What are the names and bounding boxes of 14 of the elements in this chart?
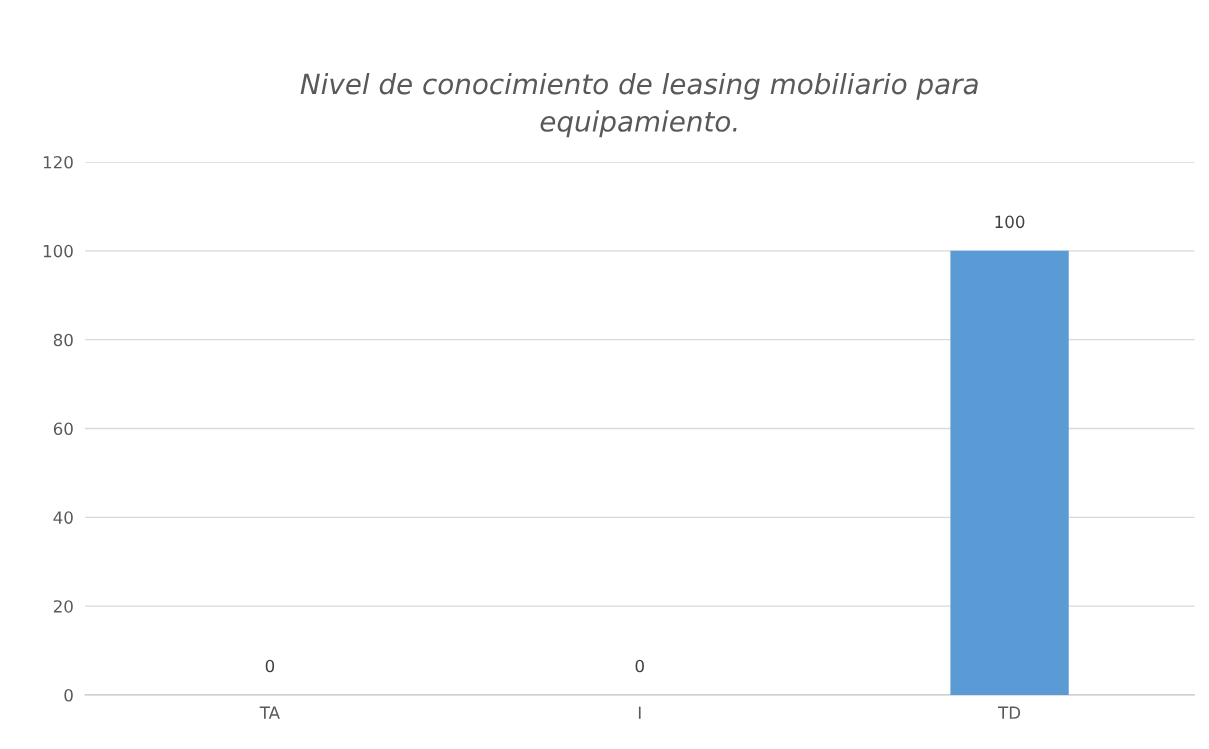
y-tick-label: 0 (64, 688, 73, 702)
y-tick-label: 80 (53, 333, 73, 347)
x-tick-label: TD (998, 706, 1021, 719)
x-tick-label: TA (259, 706, 280, 719)
y-tick-label: 20 (53, 600, 73, 613)
y-tick-label: 40 (53, 511, 73, 524)
y-tick-label: 120 (43, 155, 73, 169)
y-tick-label: 100 (43, 244, 73, 258)
data-label: 100 (995, 215, 1025, 229)
x-tick-label: I (638, 706, 641, 719)
y-tick-label: 60 (53, 422, 73, 436)
chart-title: Nivel de conocimiento de leasing mobiliario para equipamiento. (300, 72, 978, 138)
data-label: 0 (635, 659, 644, 673)
data-label: 0 (265, 659, 275, 673)
